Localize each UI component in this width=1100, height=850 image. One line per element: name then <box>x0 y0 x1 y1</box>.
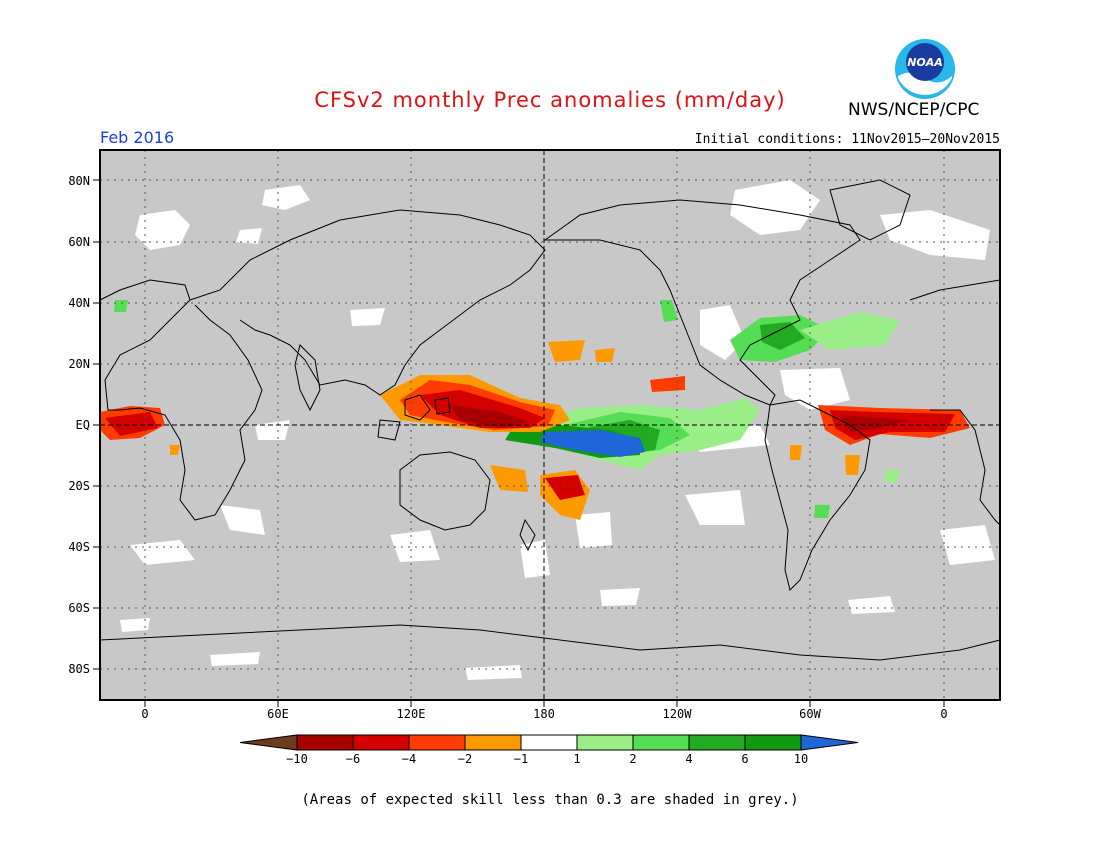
lon-label: 60W <box>799 707 821 721</box>
lat-label: EQ <box>76 418 90 432</box>
noaa-logo: NOAA <box>895 39 955 99</box>
axis-ticks <box>93 179 945 707</box>
legend-tick-label: −10 <box>286 752 308 766</box>
legend-swatch <box>296 734 354 751</box>
legend-swatch <box>520 734 578 751</box>
lon-label: 60E <box>267 707 289 721</box>
dry-anomalies <box>100 340 970 520</box>
lat-label: 60S <box>68 601 90 615</box>
legend-tick-label: 10 <box>794 752 808 766</box>
lat-label: 40S <box>68 540 90 554</box>
color-legend: −10 −6 −4 −2 −1 1 2 4 6 10 <box>239 734 859 766</box>
lon-label: 120E <box>397 707 426 721</box>
forecast-month: Feb 2016 <box>100 128 175 147</box>
legend-tick-label: 4 <box>685 752 692 766</box>
lat-label: 60N <box>68 235 90 249</box>
equator-dateline <box>100 150 1000 700</box>
legend-swatch <box>408 734 466 751</box>
lon-label: 0 <box>940 707 947 721</box>
svg-text:NOAA: NOAA <box>907 56 943 69</box>
legend-swatch <box>744 734 802 751</box>
legend-swatch <box>632 734 690 751</box>
legend-swatch <box>688 734 746 751</box>
wet-anomalies <box>114 300 900 518</box>
lat-label: 40N <box>68 296 90 310</box>
lat-label: 80S <box>68 662 90 676</box>
legend-tick-label: 2 <box>629 752 636 766</box>
agency-label: NWS/NCEP/CPC <box>848 100 980 120</box>
legend-arrow-low <box>239 734 298 751</box>
legend-swatch <box>576 734 634 751</box>
lon-label: 120W <box>663 707 693 721</box>
legend-swatch <box>352 734 410 751</box>
legend-tick-label: −4 <box>402 752 416 766</box>
map-title: CFSv2 monthly Prec anomalies (mm/day) <box>314 88 786 112</box>
legend-tick-label: 1 <box>573 752 580 766</box>
initial-conditions: Initial conditions: 11Nov2015–20Nov2015 <box>694 132 1000 147</box>
skill-footnote: (Areas of expected skill less than 0.3 a… <box>301 792 799 808</box>
legend-tick-label: −1 <box>514 752 528 766</box>
lat-label: 20N <box>68 357 90 371</box>
lon-label: 180 <box>533 707 555 721</box>
legend-arrow-high <box>800 734 859 751</box>
legend-swatch <box>464 734 522 751</box>
legend-tick-label: −6 <box>346 752 360 766</box>
legend-tick-label: −2 <box>458 752 472 766</box>
legend-tick-label: 6 <box>741 752 748 766</box>
lon-label: 0 <box>141 707 148 721</box>
lat-label: 80N <box>68 174 90 188</box>
lat-label: 20S <box>68 479 90 493</box>
